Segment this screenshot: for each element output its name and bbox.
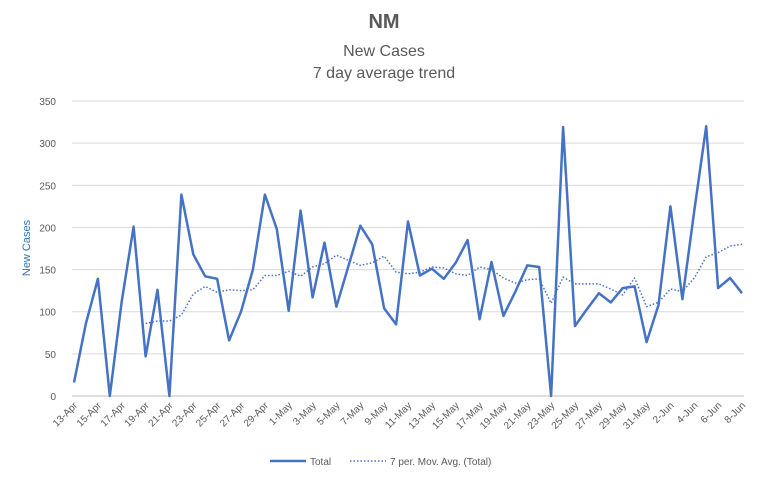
x-tick-label: 2-Jun (651, 400, 676, 425)
y-tick-label: 300 (39, 139, 56, 150)
series-lines (72, 125, 743, 398)
y-tick-label: 250 (39, 181, 56, 192)
x-tick-label: 3-May (291, 400, 318, 427)
x-tick-label: 7-May (339, 400, 366, 427)
x-tick-label: 27-Apr (218, 400, 247, 429)
y-tick-label: 50 (45, 350, 57, 361)
x-tick-label: 31-May (621, 400, 652, 431)
x-tick-label: 1-May (267, 400, 294, 427)
x-tick-label: 6-Jun (699, 400, 724, 425)
x-tick-label: 4-Jun (675, 400, 700, 425)
x-tick-label: 19-Apr (123, 400, 152, 429)
x-tick-label: 13-Apr (51, 400, 80, 429)
legend-label-moving-average: 7 per. Mov. Avg. (Total) (390, 457, 491, 468)
y-tick-label: 200 (39, 223, 56, 234)
series-line-moving-average (145, 243, 743, 325)
legend: Total 7 per. Mov. Avg. (Total) (270, 457, 491, 468)
chart-title: NM (368, 11, 399, 33)
series-line-total (72, 125, 743, 398)
x-tick-label: 25-Apr (194, 400, 223, 429)
chart-subtitle-line1: New Cases (343, 43, 425, 60)
x-tick-label: 5-May (315, 400, 342, 427)
chart-subtitle-line2: 7 day average trend (313, 65, 455, 82)
y-tick-label: 150 (39, 266, 56, 277)
legend-label-total: Total (310, 457, 331, 468)
x-tick-label: 21-Apr (147, 400, 176, 429)
x-tick-label: 29-Apr (242, 400, 271, 429)
x-tick-label: 17-Apr (99, 400, 128, 429)
x-tick-label: 15-Apr (75, 400, 104, 429)
x-tick-label: 8-Jun (723, 400, 748, 425)
x-tick-label: 23-Apr (170, 400, 199, 429)
y-tick-label: 0 (50, 392, 56, 403)
y-axis-title: New Cases (21, 219, 33, 276)
y-tick-label: 350 (39, 97, 56, 108)
x-axis-ticks: 13-Apr15-Apr17-Apr19-Apr21-Apr23-Apr25-A… (51, 400, 748, 432)
y-tick-label: 100 (39, 308, 56, 319)
y-axis-ticks: 0 50 100 150 200 250 300 350 (39, 97, 56, 403)
